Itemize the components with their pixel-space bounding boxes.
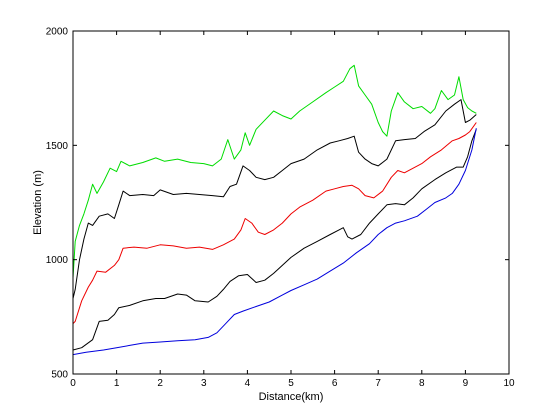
y-axis-label: Elevation (m): [32, 170, 44, 235]
series-line-4: [72, 129, 477, 351]
series-line-5: [72, 128, 477, 356]
y-tick-label: 500: [51, 370, 68, 381]
x-tick-label: 6: [332, 378, 338, 389]
x-tick-label: 2: [157, 378, 163, 389]
x-tick-label: 1: [114, 378, 120, 389]
x-tick-label: 3: [201, 378, 207, 389]
x-tick-label: 5: [288, 378, 294, 389]
y-tick-label: 1000: [46, 255, 69, 266]
series-line-2: [72, 99, 477, 299]
series-layer: [72, 64, 477, 356]
y-tick-label: 2000: [46, 27, 69, 38]
y-tick-label: 1500: [46, 141, 69, 152]
x-tick-label: 10: [503, 378, 515, 389]
series-line-1: [72, 64, 477, 279]
tick-layer: 0 1 2 3 4 5 6 7 8 9 10 500 1000 1500 2000: [46, 27, 515, 390]
x-tick-label: 7: [375, 378, 381, 389]
plot-frame: [72, 30, 510, 375]
x-tick-label: 0: [70, 378, 76, 389]
x-tick-label: 4: [245, 378, 251, 389]
x-tick-label: 8: [419, 378, 425, 389]
x-tick-label: 9: [463, 378, 469, 389]
series-line-3: [72, 122, 477, 325]
x-axis-label: Distance(km): [259, 391, 324, 403]
